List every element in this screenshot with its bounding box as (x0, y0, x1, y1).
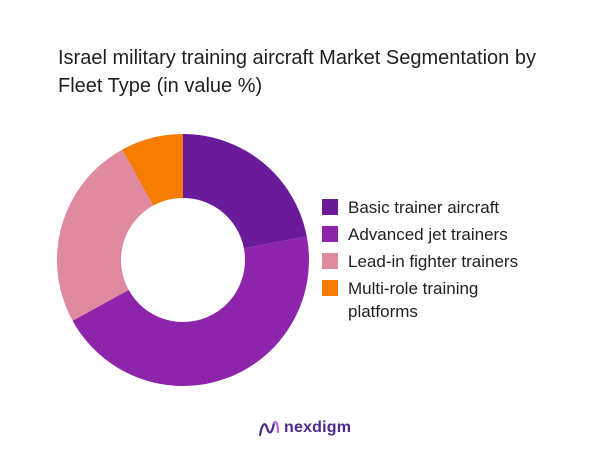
legend-item: Multi-role training platforms (322, 277, 592, 323)
legend-swatch (322, 280, 338, 296)
chart-legend: Basic trainer aircraft Advanced jet train… (322, 196, 592, 327)
slice-lead-in-fighter-trainers (56, 149, 154, 321)
legend-label: Lead-in fighter trainers (348, 252, 519, 271)
legend-label: Basic trainer aircraft (348, 198, 500, 217)
brand-logo: nexdigm (258, 418, 351, 438)
slice-advanced-jet-trainers (72, 236, 309, 387)
legend-item: Advanced jet trainers (322, 223, 592, 246)
nexdigm-logo-icon (258, 420, 280, 437)
legend-swatch (322, 226, 338, 242)
legend-item: Basic trainer aircraft (322, 196, 592, 219)
slice-basic-trainer-aircraft (183, 134, 307, 249)
legend-item: Lead-in fighter trainers (322, 250, 592, 273)
chart-title: Israel military training aircraft Market… (58, 47, 536, 97)
legend-label: Advanced jet trainers (348, 225, 508, 244)
slice-multi-role-training-platforms (122, 134, 183, 206)
legend-swatch (322, 253, 338, 269)
legend-swatch (322, 199, 338, 215)
legend-label: Multi-role training platforms (348, 279, 479, 321)
brand-name: nexdigm (284, 419, 352, 436)
